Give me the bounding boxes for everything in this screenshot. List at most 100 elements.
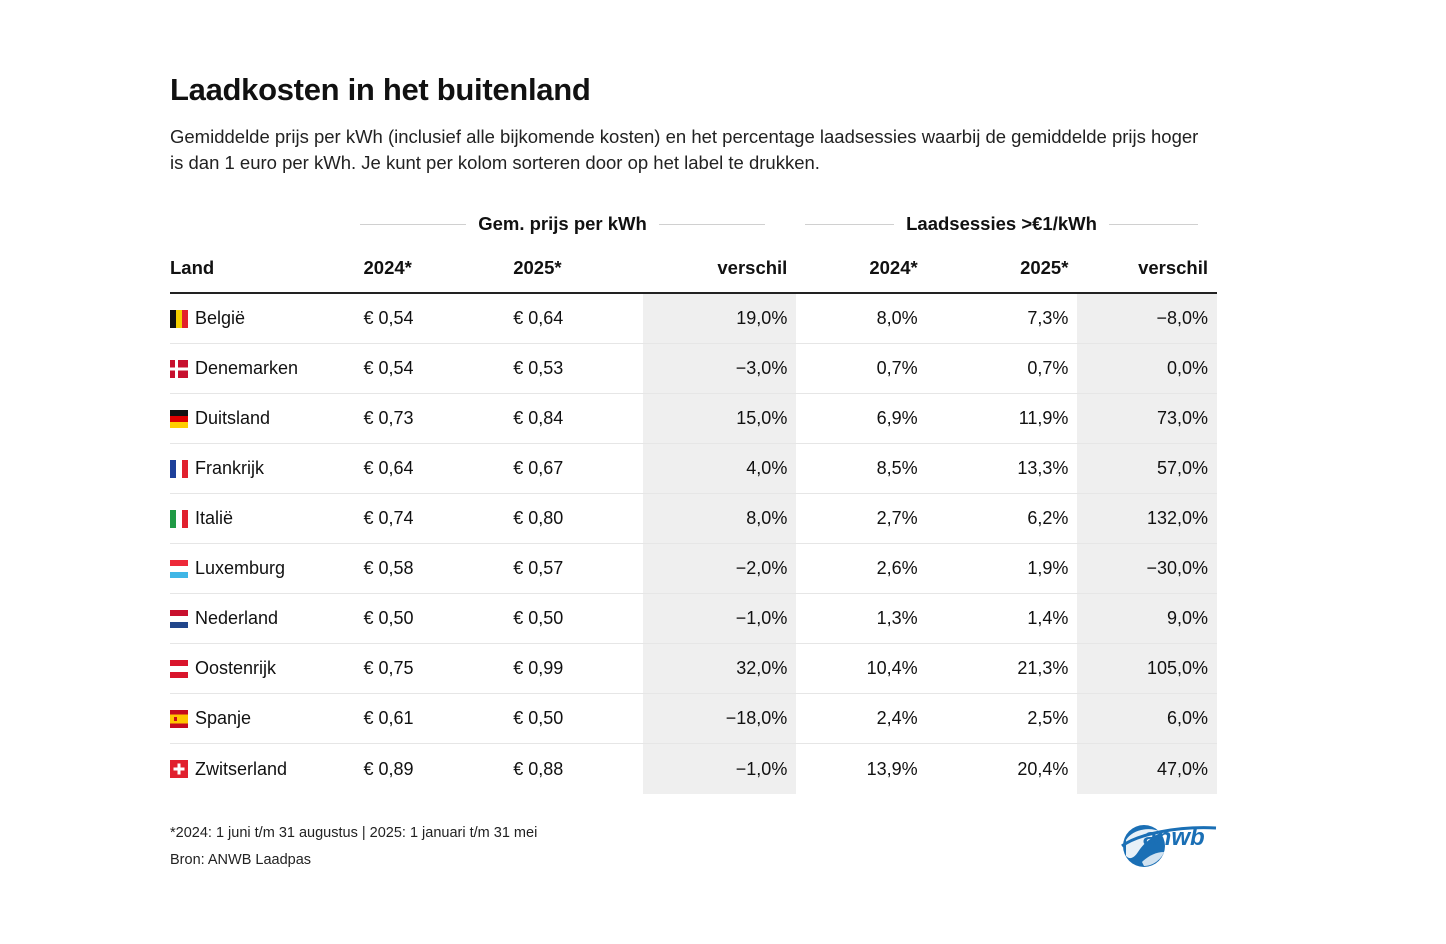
cell-land: Denemarken: [170, 343, 364, 394]
country-name: België: [195, 308, 246, 328]
cell-sessions-2024: 2,7%: [796, 493, 927, 544]
column-header-price-2025[interactable]: 2025*: [513, 244, 643, 294]
country-name: Spanje: [195, 708, 252, 728]
cell-price-2024: € 0,61: [363, 693, 514, 744]
logo-text: anwb: [1143, 824, 1204, 851]
table-row: Zwitserland € 0,89 € 0,88 −1,0% 13,9% 20,4% 47…: [170, 743, 1217, 795]
cell-price-2024: € 0,54: [363, 343, 514, 394]
cell-price-2025: € 0,67: [513, 443, 643, 494]
cell-price-2025: € 0,50: [513, 593, 643, 644]
country-name: Duitsland: [195, 408, 271, 428]
chart-title: Laadkosten in het buitenland: [170, 72, 591, 107]
cell-land: Frankrijk: [170, 443, 364, 494]
country-name: Zwitserland: [195, 758, 288, 779]
cell-sessions-2024: 8,0%: [796, 293, 927, 344]
cell-sessions-verschil: −30,0%: [1077, 543, 1217, 594]
cell-price-verschil: −18,0%: [642, 693, 797, 744]
cell-sessions-2024: 1,3%: [796, 593, 927, 644]
flag-nl-icon: [170, 609, 188, 628]
cell-sessions-2025: 1,4%: [926, 593, 1078, 644]
cell-sessions-verschil: −8,0%: [1077, 293, 1217, 344]
table-row: Frankrijk € 0,64 € 0,67 4,0% 8,5% 13,3% 57,0%: [170, 443, 1217, 494]
table-row: Denemarken € 0,54 € 0,53 −3,0% 0,7% 0,7% 0,0%: [170, 343, 1217, 394]
cell-price-2024: € 0,73: [363, 393, 514, 444]
flag-fr-icon: [170, 459, 188, 478]
cell-land: Zwitserland: [170, 744, 364, 795]
chart-subtitle: Gemiddelde prijs per kWh (inclusief alle…: [170, 126, 1199, 173]
country-name: Frankrijk: [195, 458, 265, 478]
cell-price-2025: € 0,99: [513, 643, 643, 694]
column-header-sessions-verschil[interactable]: verschil: [1077, 244, 1217, 294]
cell-price-verschil: 19,0%: [642, 293, 797, 344]
source: Bron: ANWB Laadpas: [170, 852, 312, 868]
cell-sessions-2025: 0,7%: [926, 343, 1078, 394]
cell-price-2025: € 0,53: [513, 343, 643, 394]
cell-price-2024: € 0,64: [363, 443, 514, 494]
cell-sessions-2025: 1,9%: [926, 543, 1078, 594]
cell-land: Oostenrijk: [170, 643, 364, 694]
cell-sessions-2025: 20,4%: [1017, 758, 1069, 779]
cell-price-verschil: −1,0%: [642, 743, 797, 794]
cell-land: Luxemburg: [170, 543, 364, 594]
column-header-price-verschil[interactable]: verschil: [642, 244, 797, 294]
cell-price-2024: € 0,58: [363, 543, 514, 594]
table-row: Luxemburg € 0,58 € 0,57 −2,0% 2,6% 1,9% −30,0%: [170, 543, 1217, 594]
cell-sessions-2025: 21,3%: [926, 643, 1078, 694]
table-row: Duitsland € 0,73 € 0,84 15,0% 6,9% 11,9% 73,0%: [170, 393, 1217, 444]
table-row: Spanje € 0,61 € 0,50 −18,0% 2,4% 2,5% 6,0%: [170, 693, 1217, 744]
cell-sessions-2025: 7,3%: [926, 293, 1078, 344]
cell-sessions-2025: 6,2%: [926, 493, 1078, 544]
cell-price-2024: € 0,50: [363, 593, 514, 644]
country-name: Denemarken: [195, 358, 299, 378]
flag-it-icon: [170, 509, 188, 528]
cell-sessions-verschil: 57,0%: [1077, 443, 1217, 494]
cell-price-verschil: 32,0%: [642, 643, 797, 694]
cell-sessions-verschil: 6,0%: [1077, 693, 1217, 744]
cell-sessions-verschil: 47,0%: [1077, 743, 1217, 794]
cell-sessions-2024: 8,5%: [796, 443, 927, 494]
cell-price-2024: € 0,74: [363, 493, 514, 544]
country-name: Italië: [195, 508, 234, 528]
cell-sessions-verschil: 0,0%: [1077, 343, 1217, 394]
cell-sessions-verschil: 73,0%: [1077, 393, 1217, 444]
cell-price-2025: € 0,50: [513, 693, 643, 744]
group-header-price-label: Gem. prijs per kWh: [478, 213, 647, 234]
cell-land: België: [170, 293, 364, 344]
table-row: Italië € 0,74 € 0,80 8,0% 2,7% 6,2% 132,0%: [170, 493, 1217, 544]
country-name: Nederland: [195, 608, 279, 628]
group-header-price: Gem. prijs per kWh: [360, 212, 766, 236]
cell-land: Italië: [170, 493, 364, 544]
cell-sessions-2024: 0,7%: [796, 343, 927, 394]
cell-sessions-verschil: 105,0%: [1077, 643, 1217, 694]
flag-be-icon: [170, 309, 188, 328]
cell-price-verschil: 8,0%: [642, 493, 797, 544]
column-header-land[interactable]: Land: [170, 244, 364, 294]
column-header-price-2024[interactable]: 2024*: [363, 244, 514, 294]
column-header-sessions-2024[interactable]: 2024*: [796, 244, 927, 294]
cell-sessions-2024: 10,4%: [796, 643, 927, 694]
cell-price-2025: € 0,88: [513, 758, 564, 779]
country-name: Luxemburg: [195, 558, 286, 578]
group-header-sessions-label: Laadsessies >€1/kWh: [906, 213, 1097, 234]
cell-price-verschil: −2,0%: [642, 543, 797, 594]
cell-sessions-2024: 6,9%: [796, 393, 927, 444]
footnote-block: *2024: 1 juni t/m 31 augustus | 2025: 1 …: [170, 820, 537, 874]
flag-de-icon: [170, 409, 188, 428]
cell-price-verschil: 4,0%: [642, 443, 797, 494]
cell-price-2025: € 0,64: [513, 293, 643, 344]
flag-at-icon: [170, 659, 188, 678]
cell-price-2025: € 0,57: [513, 543, 643, 594]
group-header-sessions: Laadsessies >€1/kWh: [805, 212, 1199, 236]
flag-ch-icon: [170, 760, 188, 778]
cell-sessions-2024: 13,9%: [866, 758, 918, 779]
cell-sessions-2024: 2,6%: [796, 543, 927, 594]
column-header-sessions-2025[interactable]: 2025*: [926, 244, 1078, 294]
flag-dk-icon: [170, 359, 188, 378]
cell-price-verschil: −1,0%: [642, 593, 797, 644]
footnote: *2024: 1 juni t/m 31 augustus | 2025: 1 …: [170, 825, 538, 841]
cell-land: Duitsland: [170, 393, 364, 444]
cell-sessions-2025: 2,5%: [926, 693, 1078, 744]
anwb-logo: anwb: [1121, 824, 1217, 867]
flag-es-icon: [170, 709, 188, 728]
cell-price-2024: € 0,54: [363, 293, 514, 344]
